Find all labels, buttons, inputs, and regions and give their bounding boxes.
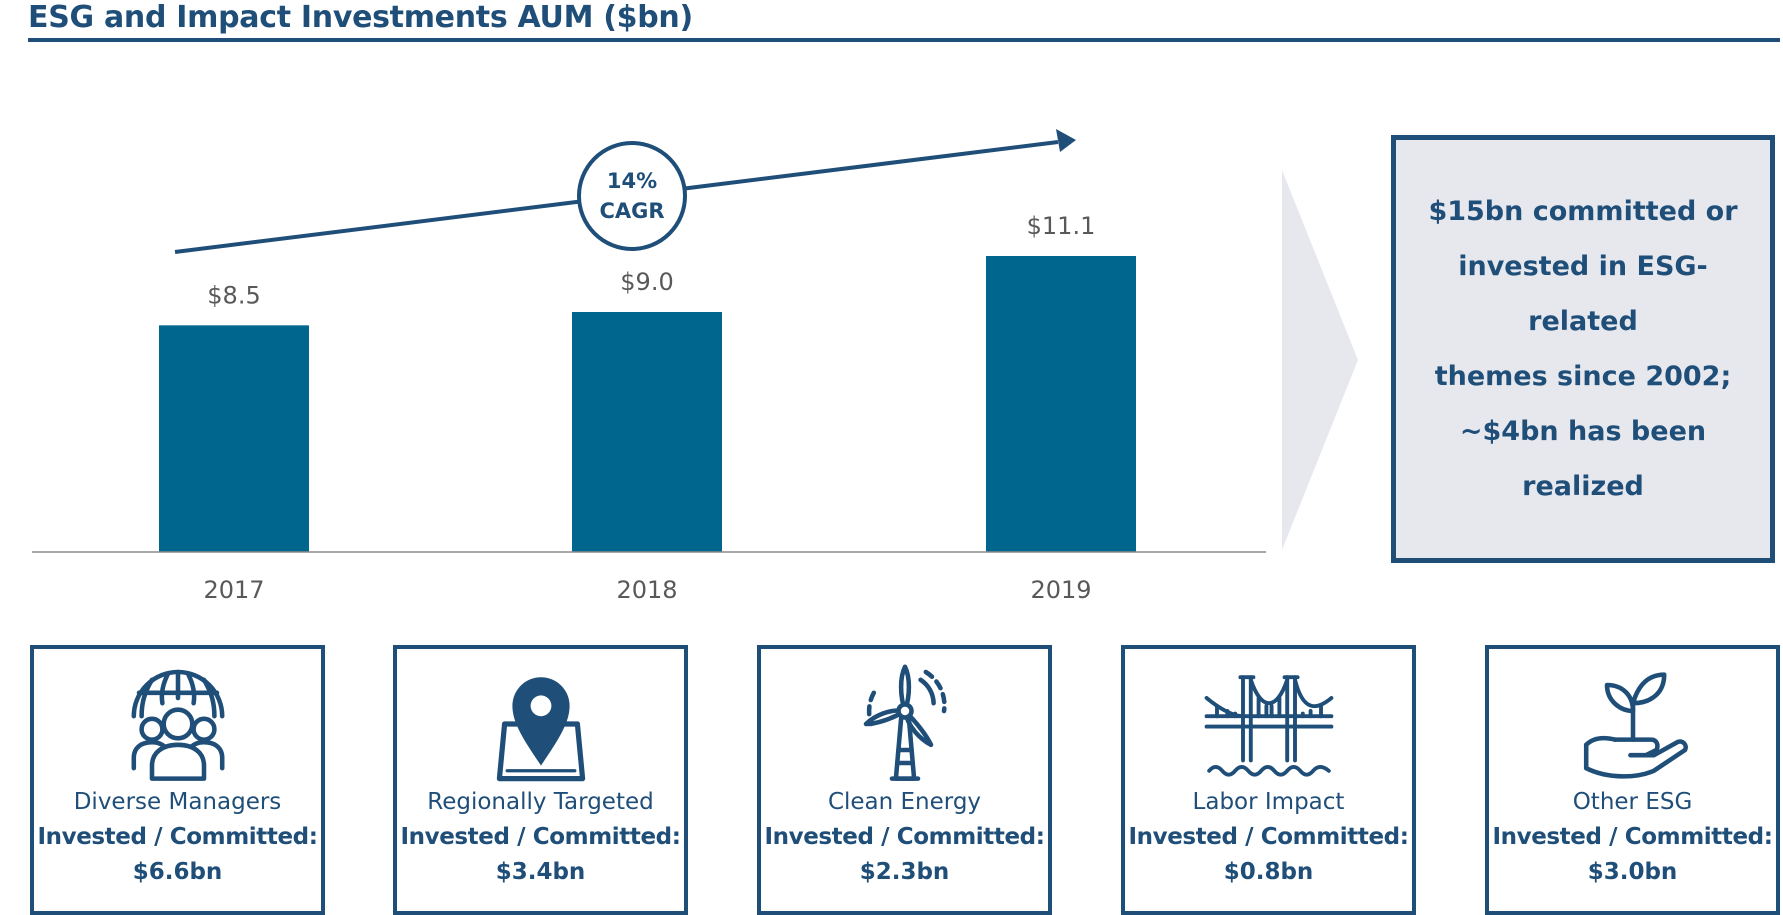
hand-plant-icon (1568, 659, 1698, 789)
card-amount: $3.4bn (495, 859, 586, 885)
card-category: Regionally Targeted (427, 789, 654, 815)
data-label-2017: $8.5 (207, 281, 260, 309)
card-diverse-managers: Diverse Managers Invested / Committed: $… (30, 645, 325, 915)
card-label: Invested / Committed: (37, 824, 318, 850)
summary-line: ~$4bn has been realized (1459, 416, 1707, 502)
card-label: Invested / Committed: (400, 824, 681, 850)
x-tick-2018: 2018 (616, 576, 677, 604)
card-label: Invested / Committed: (1128, 824, 1409, 850)
summary-line: invested in ESG-related (1458, 251, 1708, 337)
aum-bar-chart: $8.5 $9.0 $11.1 2017 2018 2019 14% CAGR (32, 129, 1266, 604)
card-other-esg: Other ESG Invested / Committed: $3.0bn (1485, 645, 1780, 915)
card-label: Invested / Committed: (764, 824, 1045, 850)
map-pin-icon (476, 659, 606, 789)
data-label-2018: $9.0 (620, 268, 673, 296)
x-tick-2017: 2017 (203, 576, 264, 604)
cagr-bubble (577, 141, 687, 251)
summary-callout: $15bn committed or invested in ESG-relat… (1391, 135, 1775, 563)
card-category: Other ESG (1572, 789, 1693, 815)
x-tick-2019: 2019 (1030, 576, 1091, 604)
card-amount: $6.6bn (132, 859, 223, 885)
cagr-label: CAGR (599, 199, 664, 223)
card-label: Invested / Committed: (1492, 824, 1773, 850)
card-category: Labor Impact (1192, 789, 1345, 815)
chevron-arrow-shape (1282, 170, 1358, 550)
bar-2018 (572, 312, 722, 552)
card-labor-impact: Labor Impact Invested / Committed: $0.8b… (1121, 645, 1416, 915)
bridge-icon (1204, 659, 1334, 789)
globe-people-icon (113, 659, 243, 789)
cagr-percent: 14% (607, 169, 657, 193)
summary-line: themes since 2002; (1434, 361, 1732, 392)
wind-turbine-icon (840, 659, 970, 789)
card-regionally-targeted: Regionally Targeted Invested / Committed… (393, 645, 688, 915)
card-category: Diverse Managers (73, 789, 282, 815)
card-category: Clean Energy (827, 789, 982, 815)
bar-2017 (159, 325, 309, 552)
trend-arrow-head (1056, 129, 1076, 152)
card-amount: $3.0bn (1587, 859, 1678, 885)
bar-2019 (986, 256, 1136, 552)
page-title: ESG and Impact Investments AUM ($bn) (28, 0, 693, 35)
summary-line: $15bn committed or (1428, 196, 1738, 227)
title-underline (28, 38, 1780, 42)
card-clean-energy: Clean Energy Invested / Committed: $2.3b… (757, 645, 1052, 915)
card-amount: $2.3bn (859, 859, 950, 885)
summary-text: $15bn committed or invested in ESG-relat… (1414, 184, 1752, 514)
card-amount: $0.8bn (1223, 859, 1314, 885)
data-label-2019: $11.1 (1027, 212, 1096, 240)
